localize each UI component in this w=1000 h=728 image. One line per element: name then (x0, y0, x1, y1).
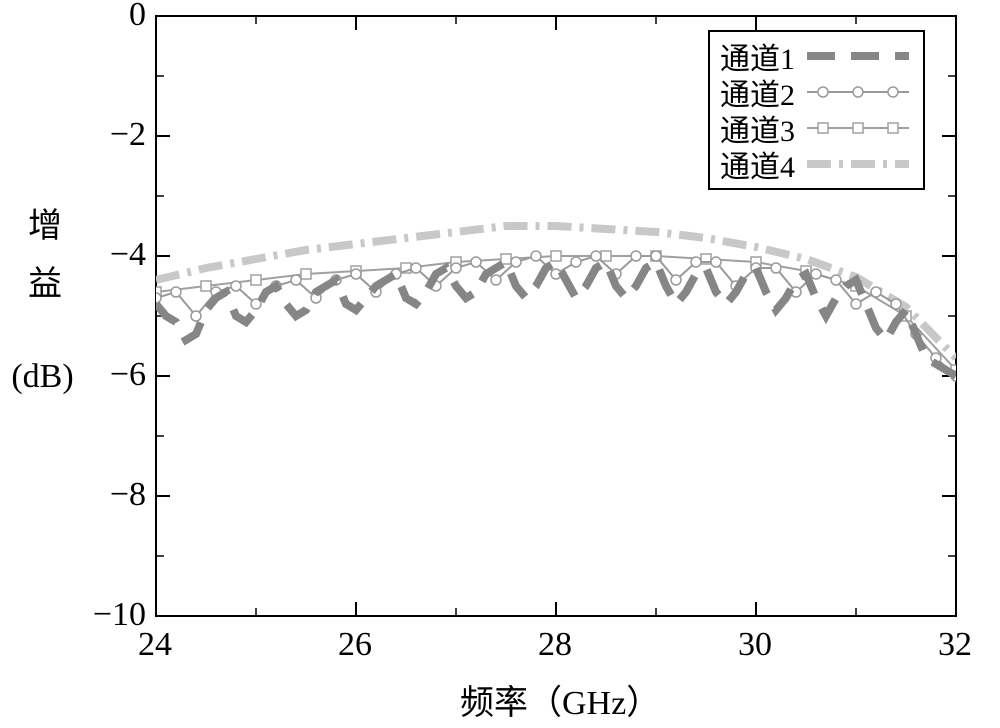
y-axis-label-char1: 增 (20, 205, 70, 249)
legend-row: 通道4 (720, 146, 913, 182)
legend-swatch (803, 110, 913, 146)
x-tick-label: 32 (938, 626, 972, 664)
y-tick-label: −2 (86, 116, 146, 154)
legend-row: 通道1 (720, 38, 913, 74)
legend-row: 通道2 (720, 74, 913, 110)
y-axis-label: 增 益 (20, 205, 70, 307)
chart-container: 增 益 (dB) 频率（GHz） 24262830320−2−4−6−8−10 … (0, 0, 1000, 728)
y-axis-label-char2: 益 (20, 263, 70, 307)
x-tick-label: 26 (338, 626, 372, 664)
y-tick-label: 0 (86, 0, 146, 34)
y-tick-label: −10 (86, 596, 146, 634)
y-tick-label: −8 (86, 476, 146, 514)
y-tick-label: −4 (86, 236, 146, 274)
y-axis-unit: (dB) (0, 355, 85, 399)
legend-row: 通道3 (720, 110, 913, 146)
legend-swatch (803, 74, 913, 110)
legend: 通道1通道2通道3通道4 (708, 30, 925, 190)
legend-label: 通道4 (720, 142, 795, 186)
x-tick-label: 28 (538, 626, 572, 664)
legend-swatch (803, 38, 913, 74)
legend-swatch (803, 146, 913, 182)
x-tick-label: 30 (738, 626, 772, 664)
y-tick-label: −6 (86, 356, 146, 394)
x-axis-label: 频率（GHz） (460, 675, 660, 724)
